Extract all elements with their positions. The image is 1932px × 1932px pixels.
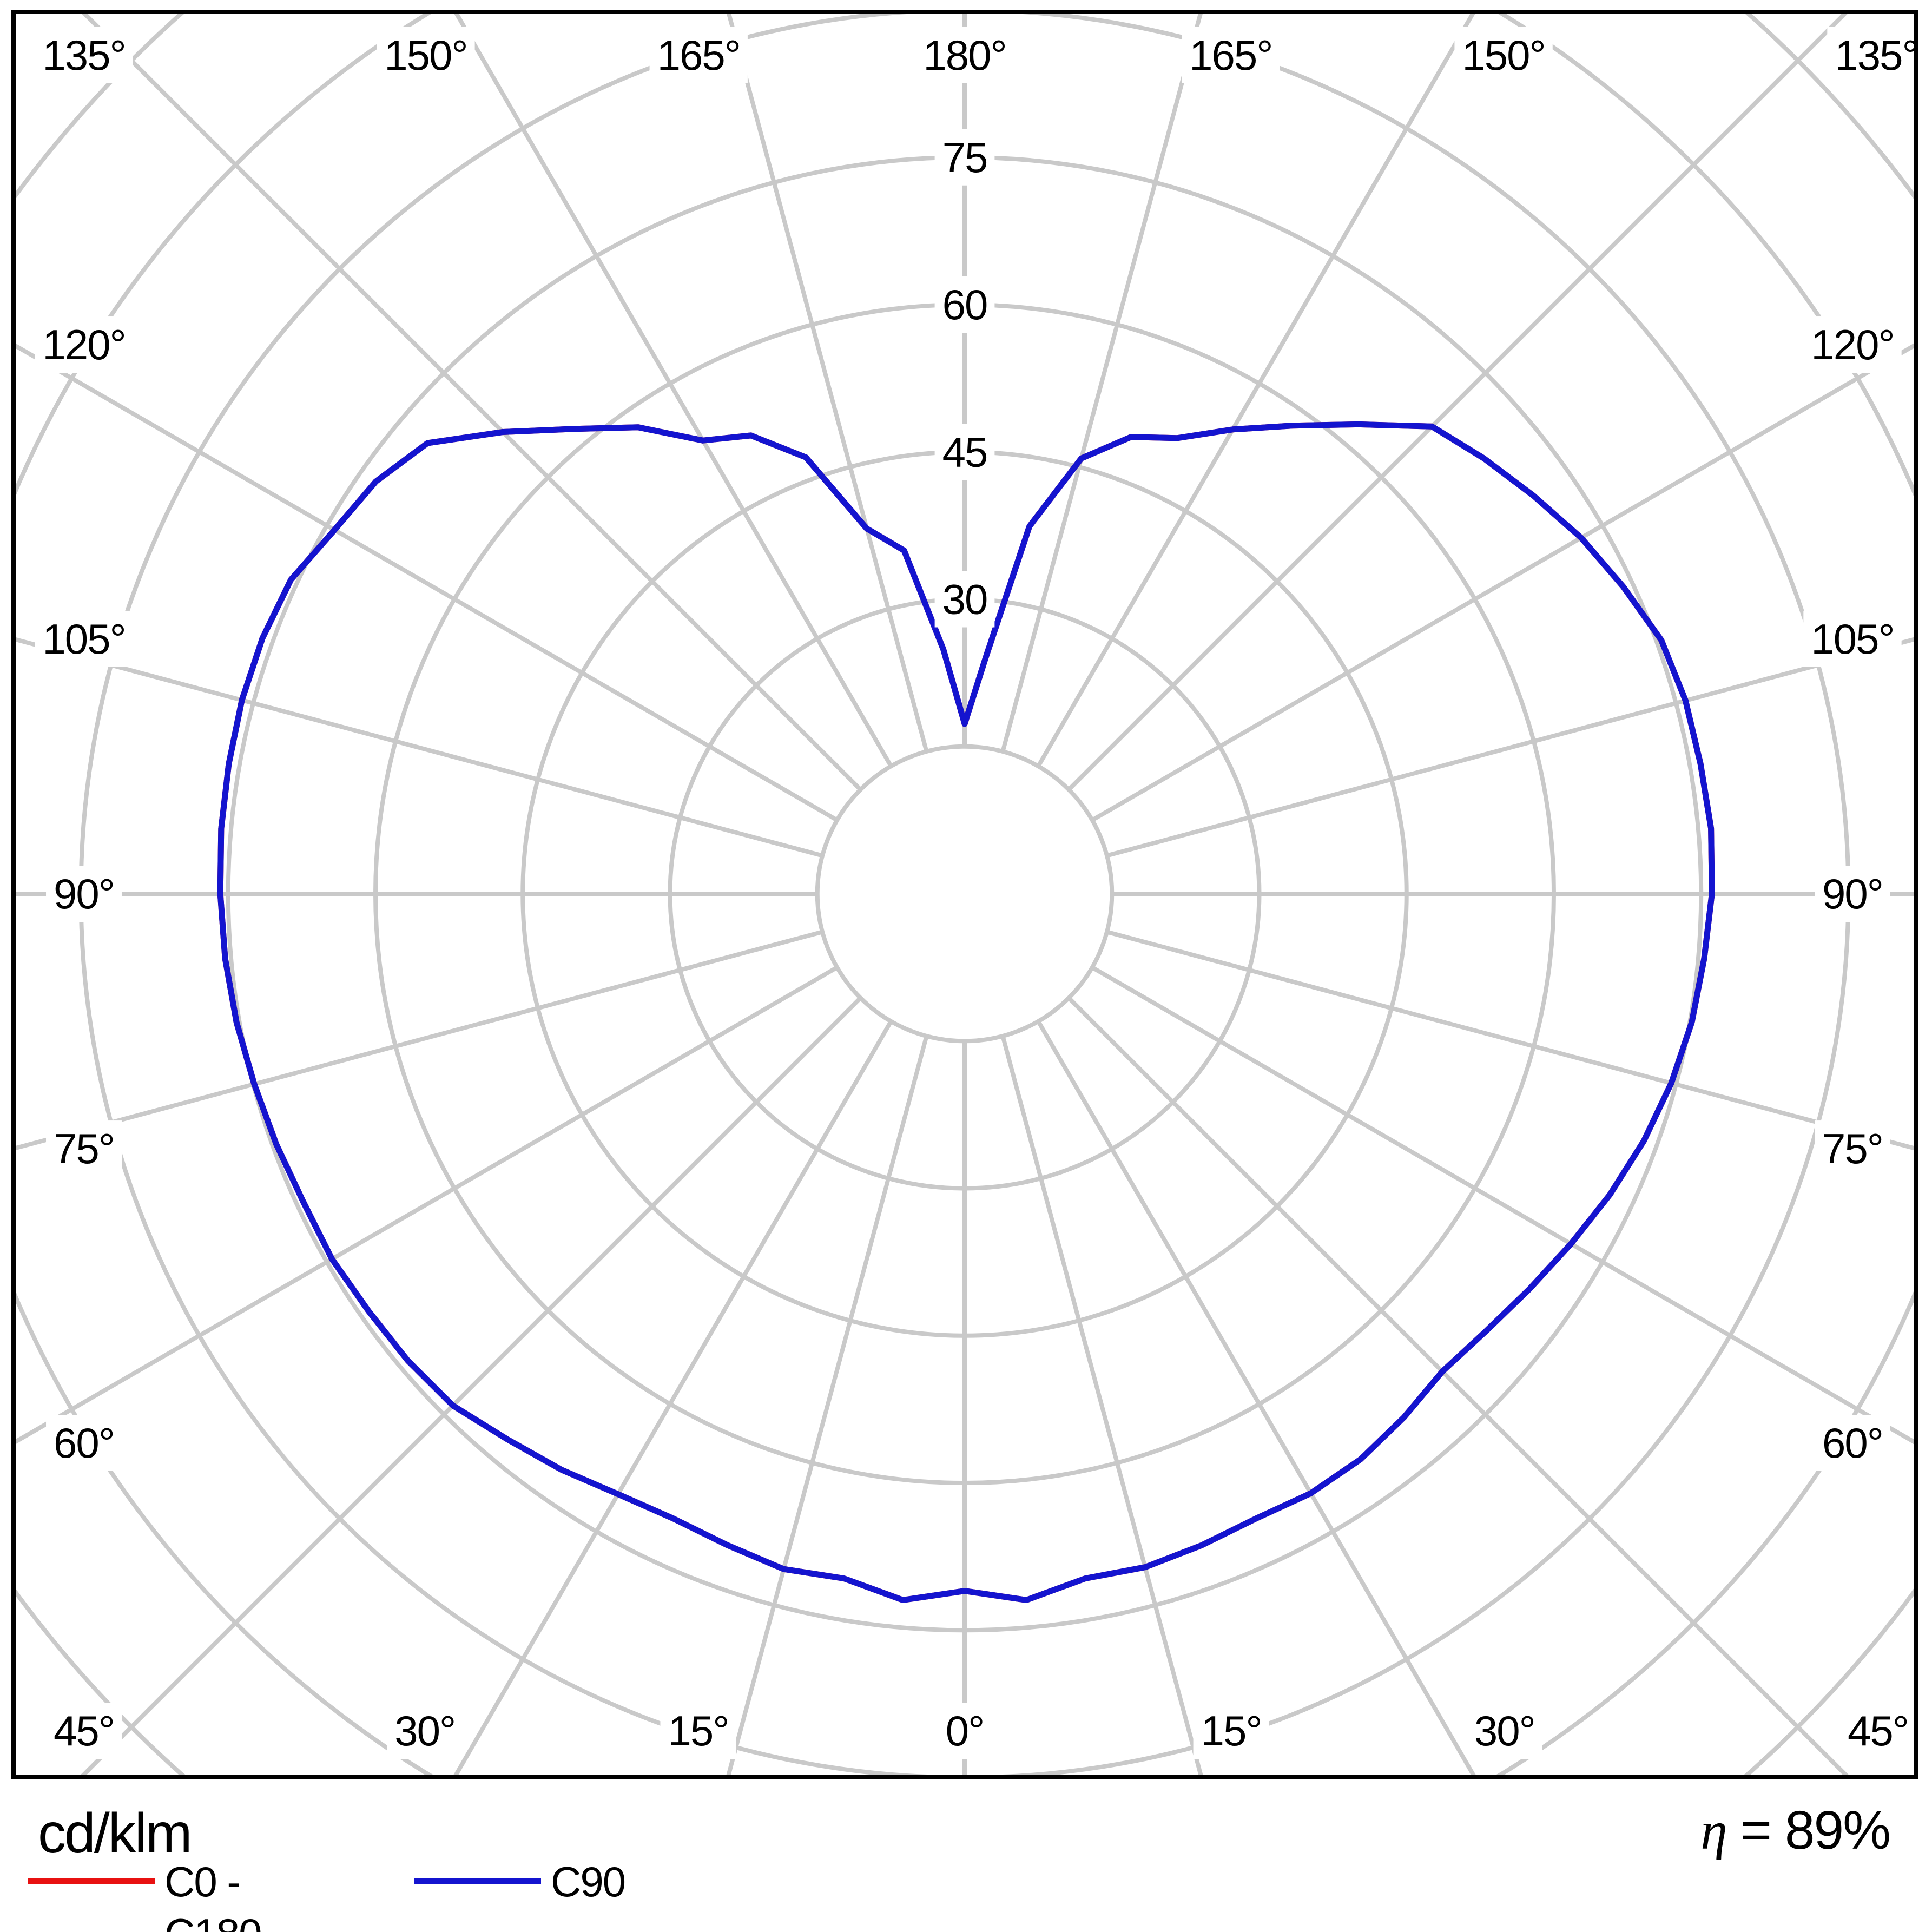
efficiency-value: η = 89% [1700,1799,1891,1862]
grid-spoke-195 [727,14,929,753]
svg-text:75°: 75° [1822,1125,1883,1172]
grid-spoke-345 [726,1035,929,1775]
c0-c180-line-swatch [28,1878,155,1884]
angle-label-right-45: 45° [46,1703,122,1759]
grid-spoke-330 [453,1020,893,1775]
angle-label-right-150: 150° [377,27,475,83]
svg-text:165°: 165° [657,31,740,79]
grid-spoke-225 [82,14,862,792]
svg-text:30°: 30° [394,1707,455,1755]
grid-spoke-285 [16,929,823,1151]
svg-text:60°: 60° [54,1419,114,1467]
angle-label-left-105: 105° [1803,610,1902,667]
angle-label-left-45: 45° [1840,1703,1916,1759]
angle-label-right-60: 60° [46,1414,122,1471]
svg-text:135°: 135° [1835,31,1917,79]
grid-spoke-135 [1067,14,1848,792]
svg-text:60: 60 [942,281,987,328]
grid-spoke-45 [1067,996,1849,1775]
svg-text:150°: 150° [384,31,467,79]
angle-label-left-90: 90° [1815,866,1890,922]
unit-label: cd/klm [38,1802,192,1865]
radial-tick-label-30: 30 [934,571,995,628]
curve-C90-C270 [217,421,1715,1603]
svg-text:0°: 0° [946,1707,984,1755]
grid-spoke-30 [1036,1020,1476,1775]
efficiency-number: = 89% [1726,1800,1891,1861]
grid-spoke-300 [16,965,839,1445]
svg-text:75: 75 [942,134,987,181]
angle-label-left-60: 60° [1815,1414,1890,1471]
angle-label-left-135: 135° [1827,27,1926,83]
eta-symbol: η [1700,1801,1727,1861]
angle-label-right-135: 135° [35,27,133,83]
grid-spoke-105 [1106,637,1914,858]
svg-text:75°: 75° [54,1125,114,1172]
angle-label-left-75: 75° [1815,1120,1890,1177]
svg-text:180°: 180° [923,31,1006,79]
svg-text:150°: 150° [1462,31,1545,79]
angle-label-right-15: 15° [660,1703,736,1759]
svg-text:120°: 120° [42,321,125,368]
grid-spoke-150 [1036,14,1475,768]
radial-tick-label-45: 45 [934,424,995,480]
c90-c270-line-swatch [414,1878,541,1884]
svg-text:45°: 45° [54,1707,114,1755]
grid-spoke-255 [16,637,823,858]
svg-text:90°: 90° [1822,870,1883,918]
c0-c180-label: C0 - C180 [164,1858,262,1932]
axis-labels: 30 45 60 75 0° 15° 30° 45° 60° 75° 90° 105° 120° 135°… [35,27,1926,1759]
angle-label-left-0: 0° [938,1703,992,1759]
svg-text:45°: 45° [1848,1707,1908,1755]
angle-label-left-165: 165° [1182,27,1280,83]
svg-text:120°: 120° [1811,321,1894,368]
svg-text:90°: 90° [54,870,114,918]
grid-spoke-15 [1000,1035,1203,1775]
radial-tick-label-60: 60 [934,276,995,333]
c90-c270-label: C90 - C270 [551,1858,626,1932]
angle-label-right-90: 90° [46,866,122,922]
radial-tick-label-75: 75 [934,129,995,186]
grid-spoke-165 [1000,14,1203,753]
grid-spoke-240 [16,343,839,822]
grid-ring-15 [815,744,1115,1044]
angle-label-right-30: 30° [387,1703,463,1759]
plot-border [11,10,1918,1779]
angle-label-right-75: 75° [46,1120,122,1177]
svg-text:45: 45 [942,428,987,476]
svg-text:135°: 135° [42,31,125,79]
grid-spoke-210 [454,14,893,768]
angle-label-right-165: 165° [649,27,748,83]
svg-text:105°: 105° [1811,615,1894,663]
angle-label-left-180: 180° [915,27,1014,83]
grid-spoke-120 [1091,343,1914,822]
grid-spoke-75 [1106,929,1914,1151]
distribution-curves [217,421,1715,1603]
grid-spoke-315 [80,996,862,1775]
angle-label-left-15: 15° [1193,1703,1269,1759]
svg-text:15°: 15° [668,1707,728,1755]
svg-text:165°: 165° [1189,31,1272,79]
angle-label-left-120: 120° [1803,316,1902,373]
angle-label-left-150: 150° [1454,27,1553,83]
angle-label-right-120: 120° [35,316,133,373]
svg-text:60°: 60° [1822,1419,1883,1467]
angle-label-left-30: 30° [1466,1703,1542,1759]
svg-text:30: 30 [942,576,987,623]
angle-label-right-105: 105° [35,610,133,667]
svg-text:30°: 30° [1474,1707,1535,1755]
svg-text:15°: 15° [1201,1707,1262,1755]
svg-text:105°: 105° [42,615,125,663]
grid-spoke-60 [1091,965,1914,1445]
